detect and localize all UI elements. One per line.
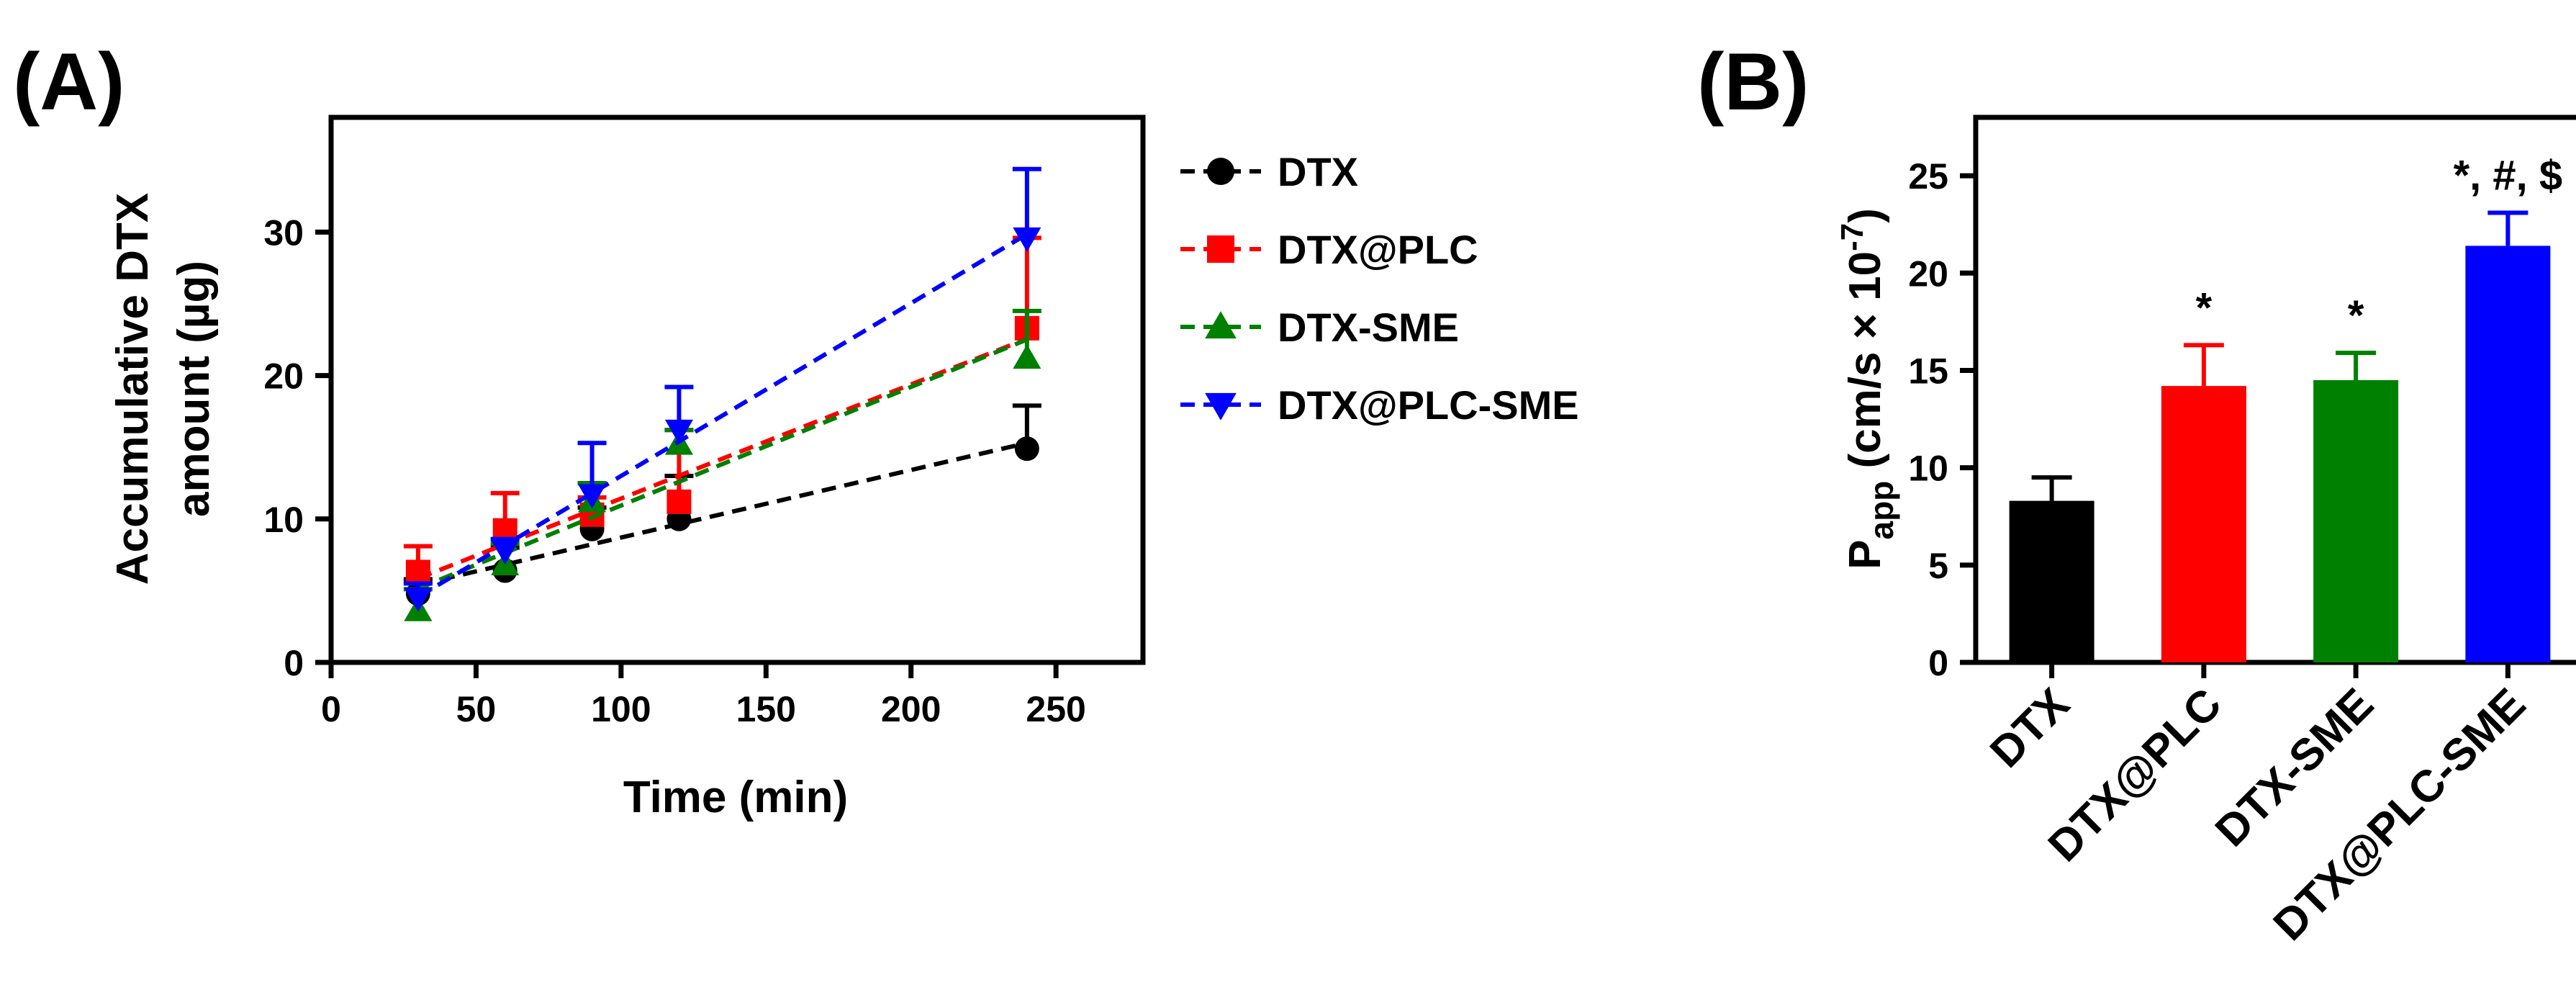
data-point: [491, 540, 520, 565]
legend-item: DTX: [1180, 149, 1358, 194]
y-tick-label: 0: [1928, 643, 1948, 683]
panel-a-y-axis-title-line2: amount (µg): [169, 261, 219, 517]
panel-a-series: [403, 166, 1041, 621]
y-tick-label: 20: [263, 356, 304, 397]
panel-b: (B) 0 5 10 15 20 25 * * *, #, $ DTXDTX@PLCDTX-S…: [1697, 37, 2576, 950]
legend-marker: [1205, 311, 1237, 339]
legend-label: DTX-SME: [1278, 305, 1459, 350]
legend-label: DTX@PLC-SME: [1278, 382, 1579, 428]
data-point: [404, 587, 433, 612]
y-title-exp: -7: [1835, 223, 1870, 251]
series-dtx-sme: [403, 308, 1041, 621]
y-tick-label: 25: [1908, 156, 1948, 197]
panel-a-legend: DTX DTX@PLC DTX-SME DTX@PLC-SME: [1180, 149, 1579, 428]
bar: [2161, 386, 2246, 662]
panel-b-ticks: 0 5 10 15 20 25: [1908, 156, 2511, 683]
series-line: [417, 337, 1028, 591]
y-tick-label: 20: [1908, 253, 1948, 294]
x-tick-label: 50: [456, 689, 497, 729]
panel-a-y-axis-title-line1: Accumulative DTX: [108, 193, 158, 585]
legend-marker: [1207, 235, 1234, 263]
y-tick-label: 10: [263, 500, 304, 540]
legend-item: DTX-SME: [1180, 305, 1459, 350]
legend-item: DTX@PLC: [1180, 227, 1478, 272]
category-label: DTX: [1981, 679, 2079, 777]
panel-a: (A) 0 50 100 150 200 250 0 10 20 30 Time (min) Ac…: [13, 37, 1579, 822]
panel-b-plot-frame: [1973, 114, 2576, 665]
legend-item: DTX@PLC-SME: [1180, 382, 1579, 428]
y-title-main: P: [1840, 540, 1890, 570]
y-title-close: ): [1840, 208, 1890, 223]
y-title-unit: (cm/s × 10: [1840, 251, 1890, 481]
series-line: [417, 336, 1028, 581]
x-tick-label: 150: [736, 689, 796, 729]
y-tick-label: 15: [1908, 351, 1948, 391]
legend-label: DTX@PLC: [1278, 227, 1478, 272]
bar: [2465, 246, 2551, 663]
data-point: [405, 559, 430, 585]
panel-a-label: (A): [13, 37, 125, 127]
significance-label: *, #, $: [2454, 152, 2563, 199]
bar: [2313, 379, 2399, 662]
panel-b-bars: * * *, #, $: [2009, 152, 2563, 663]
data-point: [664, 419, 693, 444]
panel-a-plot-frame: [328, 114, 1146, 665]
bar: [2009, 500, 2094, 662]
bar-group: *: [2313, 292, 2399, 662]
panel-b-y-axis-title: Papp (cm/s × 10-7): [1835, 208, 1900, 570]
series-dtx-plc-sme: [403, 166, 1041, 612]
legend-label: DTX: [1278, 149, 1358, 194]
category-label: DTX@PLC-SME: [2264, 679, 2536, 950]
bar-group: [2009, 475, 2094, 662]
legend-marker: [1205, 392, 1237, 420]
x-tick-label: 250: [1026, 689, 1085, 729]
y-title-sub: app: [1863, 481, 1900, 540]
series-dtx: [403, 403, 1041, 606]
x-tick-label: 200: [881, 689, 941, 729]
x-tick-label: 100: [591, 689, 651, 729]
panel-a-ticks: 0 50 100 150 200 250 0 10 20 30: [263, 212, 1085, 729]
significance-label: *: [2348, 292, 2364, 339]
panel-a-y-axis-title: Accumulative DTX amount (µg): [108, 193, 219, 585]
data-point: [1014, 436, 1039, 462]
y-tick-label: 30: [263, 212, 304, 253]
data-point: [666, 489, 692, 514]
series-line: [417, 232, 1029, 599]
series-dtx-plc: [403, 235, 1041, 585]
data-point: [1013, 344, 1041, 369]
panel-a-x-axis-title: Time (min): [623, 773, 848, 822]
series-line: [417, 441, 1028, 588]
significance-label: *: [2196, 284, 2213, 331]
y-tick-label: 10: [1908, 449, 1948, 489]
panel-b-y-axis-title-text: Papp (cm/s × 10-7): [1835, 208, 1900, 570]
legend-marker: [1207, 158, 1234, 185]
bar-group: *, #, $: [2454, 152, 2563, 663]
x-tick-label: 0: [321, 689, 341, 729]
panel-b-label: (B): [1697, 37, 1809, 127]
y-tick-label: 0: [284, 643, 304, 683]
data-point: [1013, 227, 1041, 252]
y-tick-label: 5: [1928, 546, 1948, 586]
bar-group: *: [2161, 284, 2246, 662]
data-point: [578, 484, 607, 509]
